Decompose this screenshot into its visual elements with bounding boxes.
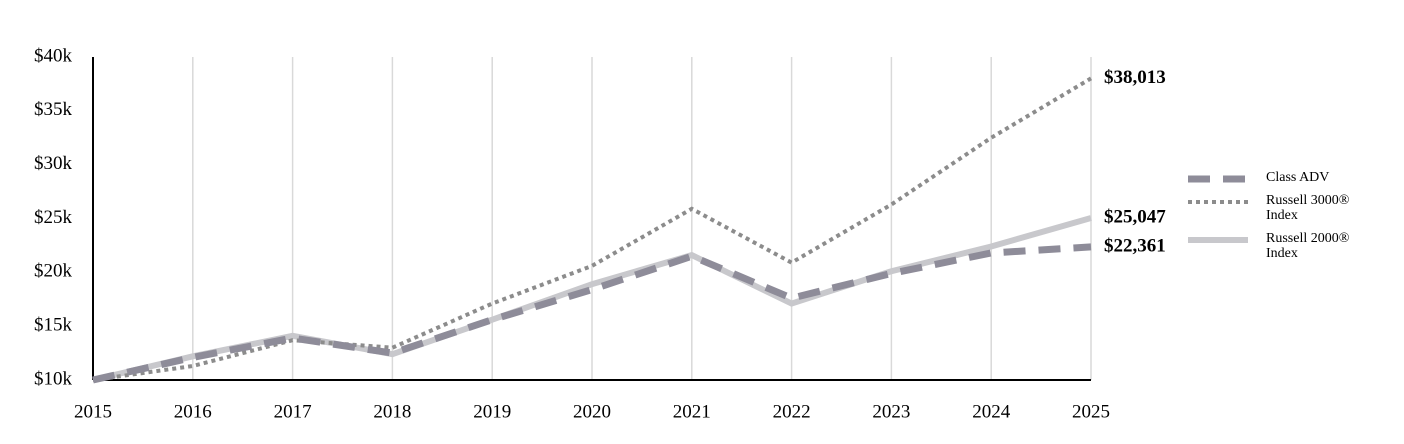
y-tick-label: $30k: [34, 153, 73, 174]
x-tick-label: 2020: [573, 401, 611, 422]
legend-item: Russell 3000® Index: [1188, 193, 1388, 223]
x-tick-label: 2018: [373, 401, 411, 422]
legend-label: Russell 2000® Index: [1266, 231, 1350, 261]
legend-label: Class ADV: [1266, 170, 1330, 185]
y-tick-label: $20k: [34, 261, 73, 282]
legend-swatch: [1188, 175, 1248, 183]
x-tick-label: 2019: [473, 401, 511, 422]
legend-item: Class ADV: [1188, 170, 1388, 185]
y-tick-label: $15k: [34, 315, 73, 336]
x-tick-label: 2016: [174, 401, 212, 422]
end-value-label: $22,361: [1104, 235, 1166, 256]
legend-label: Russell 3000® Index: [1266, 193, 1350, 223]
legend-swatch: [1188, 200, 1248, 204]
y-tick-label: $35k: [34, 99, 73, 120]
y-tick-label: $40k: [34, 45, 73, 66]
x-tick-label: 2024: [972, 401, 1011, 422]
x-tick-label: 2023: [872, 401, 910, 422]
series-line: [92, 215, 1092, 383]
end-value-label: $25,047: [1104, 206, 1166, 227]
x-tick-label: 2022: [773, 401, 811, 422]
x-tick-label: 2015: [74, 401, 112, 422]
legend-swatch: [1188, 237, 1248, 243]
legend-item: Russell 2000® Index: [1188, 231, 1388, 261]
series-line: [92, 76, 1093, 382]
y-tick-label: $25k: [34, 207, 73, 228]
end-value-label: $38,013: [1104, 67, 1166, 88]
y-tick-label: $10k: [34, 368, 73, 389]
x-tick-label: 2017: [274, 401, 312, 422]
x-tick-label: 2025: [1072, 401, 1110, 422]
x-tick-label: 2021: [673, 401, 711, 422]
legend: Class ADV Russell 3000® Index Russell 2000…: [1188, 170, 1388, 269]
